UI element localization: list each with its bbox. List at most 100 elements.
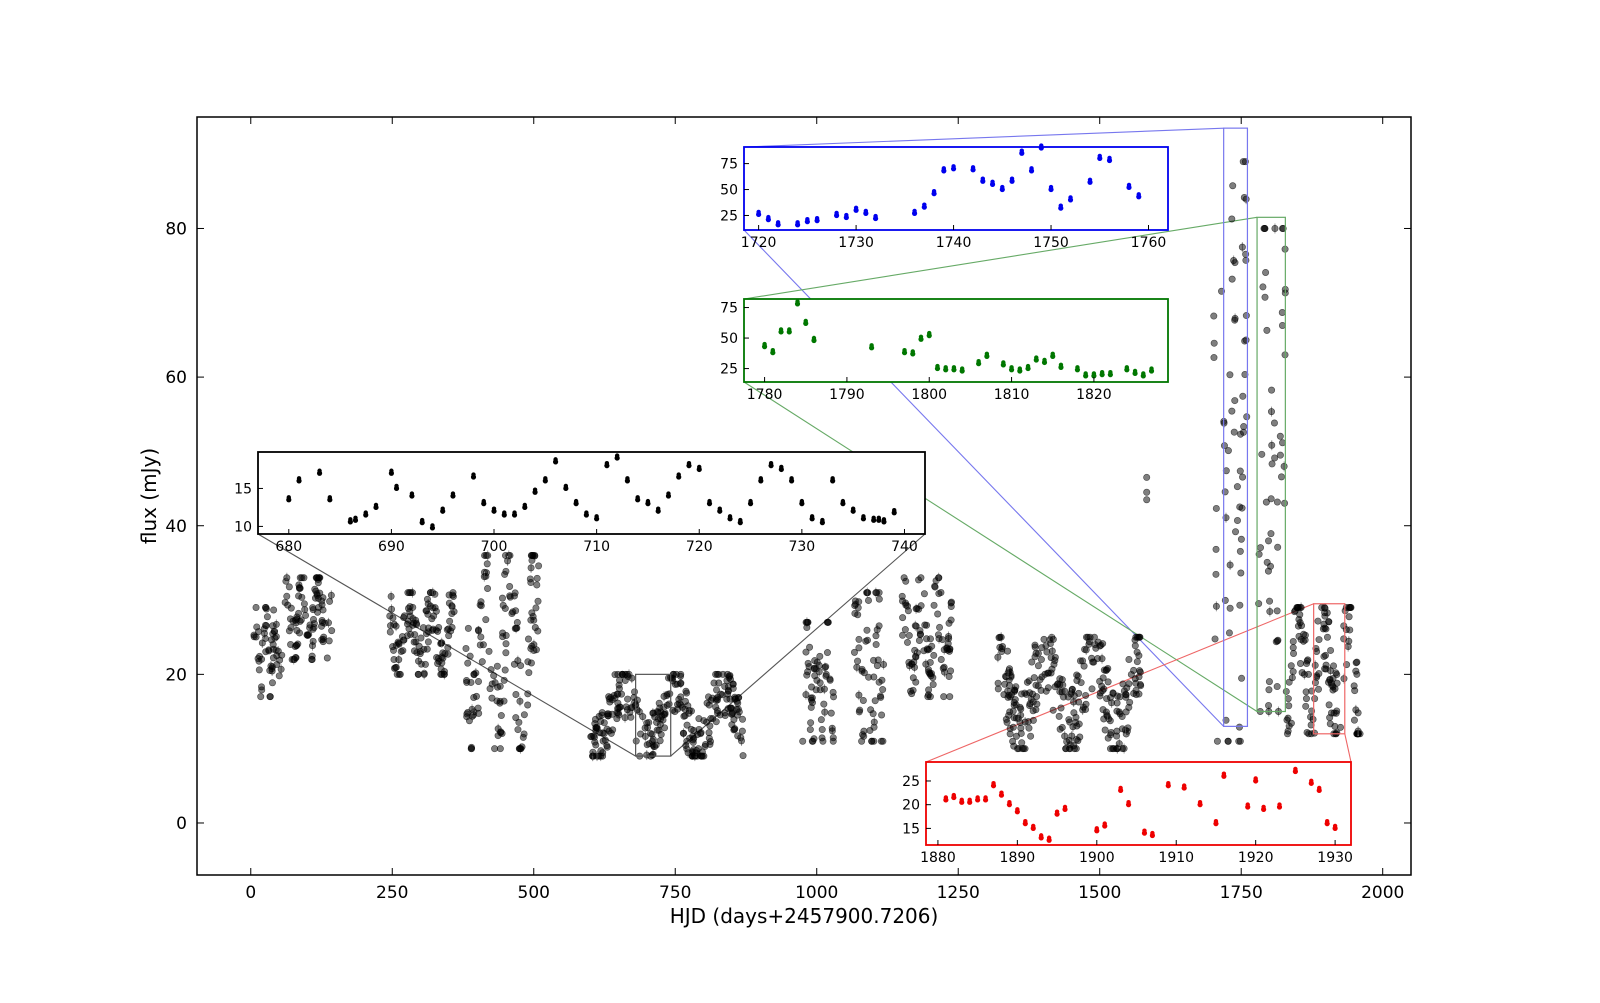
main-point: [1265, 702, 1273, 710]
main-point: [823, 618, 831, 626]
main-point: [429, 589, 437, 597]
main-point: [821, 708, 829, 716]
main-point: [738, 727, 746, 735]
main-point: [1106, 745, 1114, 753]
main-point: [641, 732, 649, 740]
inset_1720_1760-xtick-label: 1750: [1033, 235, 1069, 251]
main-point: [806, 726, 814, 734]
main-point: [387, 592, 395, 600]
main-point: [1133, 658, 1141, 666]
main-point: [252, 633, 260, 641]
main-point: [930, 601, 938, 609]
main-point: [255, 657, 263, 665]
inset_1880_1932-point: [1293, 766, 1298, 772]
main-point: [816, 652, 824, 660]
main-point: [1038, 673, 1046, 681]
main-point: [1237, 430, 1245, 438]
main-point: [937, 589, 945, 597]
inset_1720_1760-point: [980, 176, 986, 181]
main-xtick-label: 1500: [1078, 883, 1121, 903]
main-point: [930, 651, 938, 659]
main-point: [806, 643, 814, 651]
main-point: [1133, 633, 1141, 641]
main-xtick-label: 2000: [1361, 883, 1404, 903]
main-point: [501, 666, 509, 674]
main-point: [302, 611, 310, 619]
inset_1880_1932-xtick-label: 1930: [1317, 850, 1353, 866]
main-point: [1049, 706, 1057, 714]
inset_680_740-point: [717, 506, 722, 511]
inset_1880_1932-point: [1181, 783, 1187, 788]
main-point: [1265, 678, 1273, 686]
main-point: [1090, 658, 1098, 666]
main-point: [487, 666, 495, 674]
main-point: [1255, 600, 1263, 608]
main-point: [510, 660, 518, 668]
main-point: [873, 589, 881, 597]
main-point: [1298, 669, 1306, 677]
main-point: [728, 710, 736, 718]
main-point: [411, 631, 419, 639]
main-point: [318, 617, 326, 625]
inset_1780_1828-xtick-label: 1810: [994, 387, 1030, 403]
inset_1780_1828-point: [918, 334, 924, 339]
main-point: [1069, 723, 1077, 731]
inset_1880_1932-point: [1253, 776, 1258, 781]
inset_1720_1760-point: [1058, 203, 1063, 208]
inset_680_740-point: [881, 517, 887, 522]
inset_1720_1760-point: [970, 165, 976, 170]
main-point: [1018, 690, 1026, 698]
inset_680_740-point: [430, 523, 435, 528]
main-point: [924, 693, 932, 701]
main-point: [1210, 312, 1218, 320]
inset_1780_1828-point: [943, 365, 948, 370]
main-point: [880, 660, 888, 668]
main-point: [512, 714, 520, 722]
main-point: [480, 573, 488, 581]
inset_1880_1932-point: [1007, 799, 1012, 805]
main-point: [819, 737, 827, 745]
inset_680_740-point: [450, 491, 456, 496]
inset_680_740-point: [738, 517, 743, 523]
main-point: [695, 715, 703, 723]
main-point: [937, 655, 945, 663]
main-point: [397, 647, 405, 655]
main-point: [615, 711, 623, 719]
main-point: [1302, 702, 1310, 710]
main-point: [1038, 644, 1046, 652]
main-point: [947, 603, 955, 611]
inset_1880_1932-point: [1046, 835, 1052, 840]
inset_1780_1828-xtick-label: 1780: [747, 387, 783, 403]
main-point: [1017, 705, 1025, 713]
main-point: [864, 596, 872, 604]
main-point: [873, 662, 881, 670]
inset_1780_1828-point: [1025, 363, 1031, 369]
main-point: [1210, 339, 1218, 347]
main-point: [1242, 256, 1250, 264]
main-point: [410, 647, 418, 655]
main-point: [863, 589, 871, 597]
main-point: [1098, 655, 1106, 663]
main-xtick-label: 250: [376, 883, 408, 903]
inset_1780_1828-point: [811, 335, 817, 341]
main-point: [1096, 692, 1104, 700]
main-point: [1284, 695, 1292, 703]
main-point: [822, 672, 830, 680]
main-point: [902, 577, 910, 585]
inset_1720_1760-point: [1068, 195, 1073, 200]
main-point: [258, 639, 266, 647]
main-point: [1096, 642, 1104, 650]
inset_1880_1932-point: [1261, 804, 1266, 810]
main-point: [1268, 460, 1276, 468]
inset_1780_1828-point: [951, 365, 957, 370]
main-point: [252, 603, 260, 611]
main-point: [1048, 647, 1056, 655]
main-point: [1056, 675, 1064, 683]
main-point: [717, 690, 725, 698]
inset_1720_1760-point: [1048, 184, 1054, 190]
main-point: [534, 597, 542, 605]
main-point: [257, 693, 265, 701]
main-point: [1263, 326, 1271, 334]
inset_680_740-point: [440, 506, 445, 511]
inset_680_740-point: [840, 498, 846, 504]
